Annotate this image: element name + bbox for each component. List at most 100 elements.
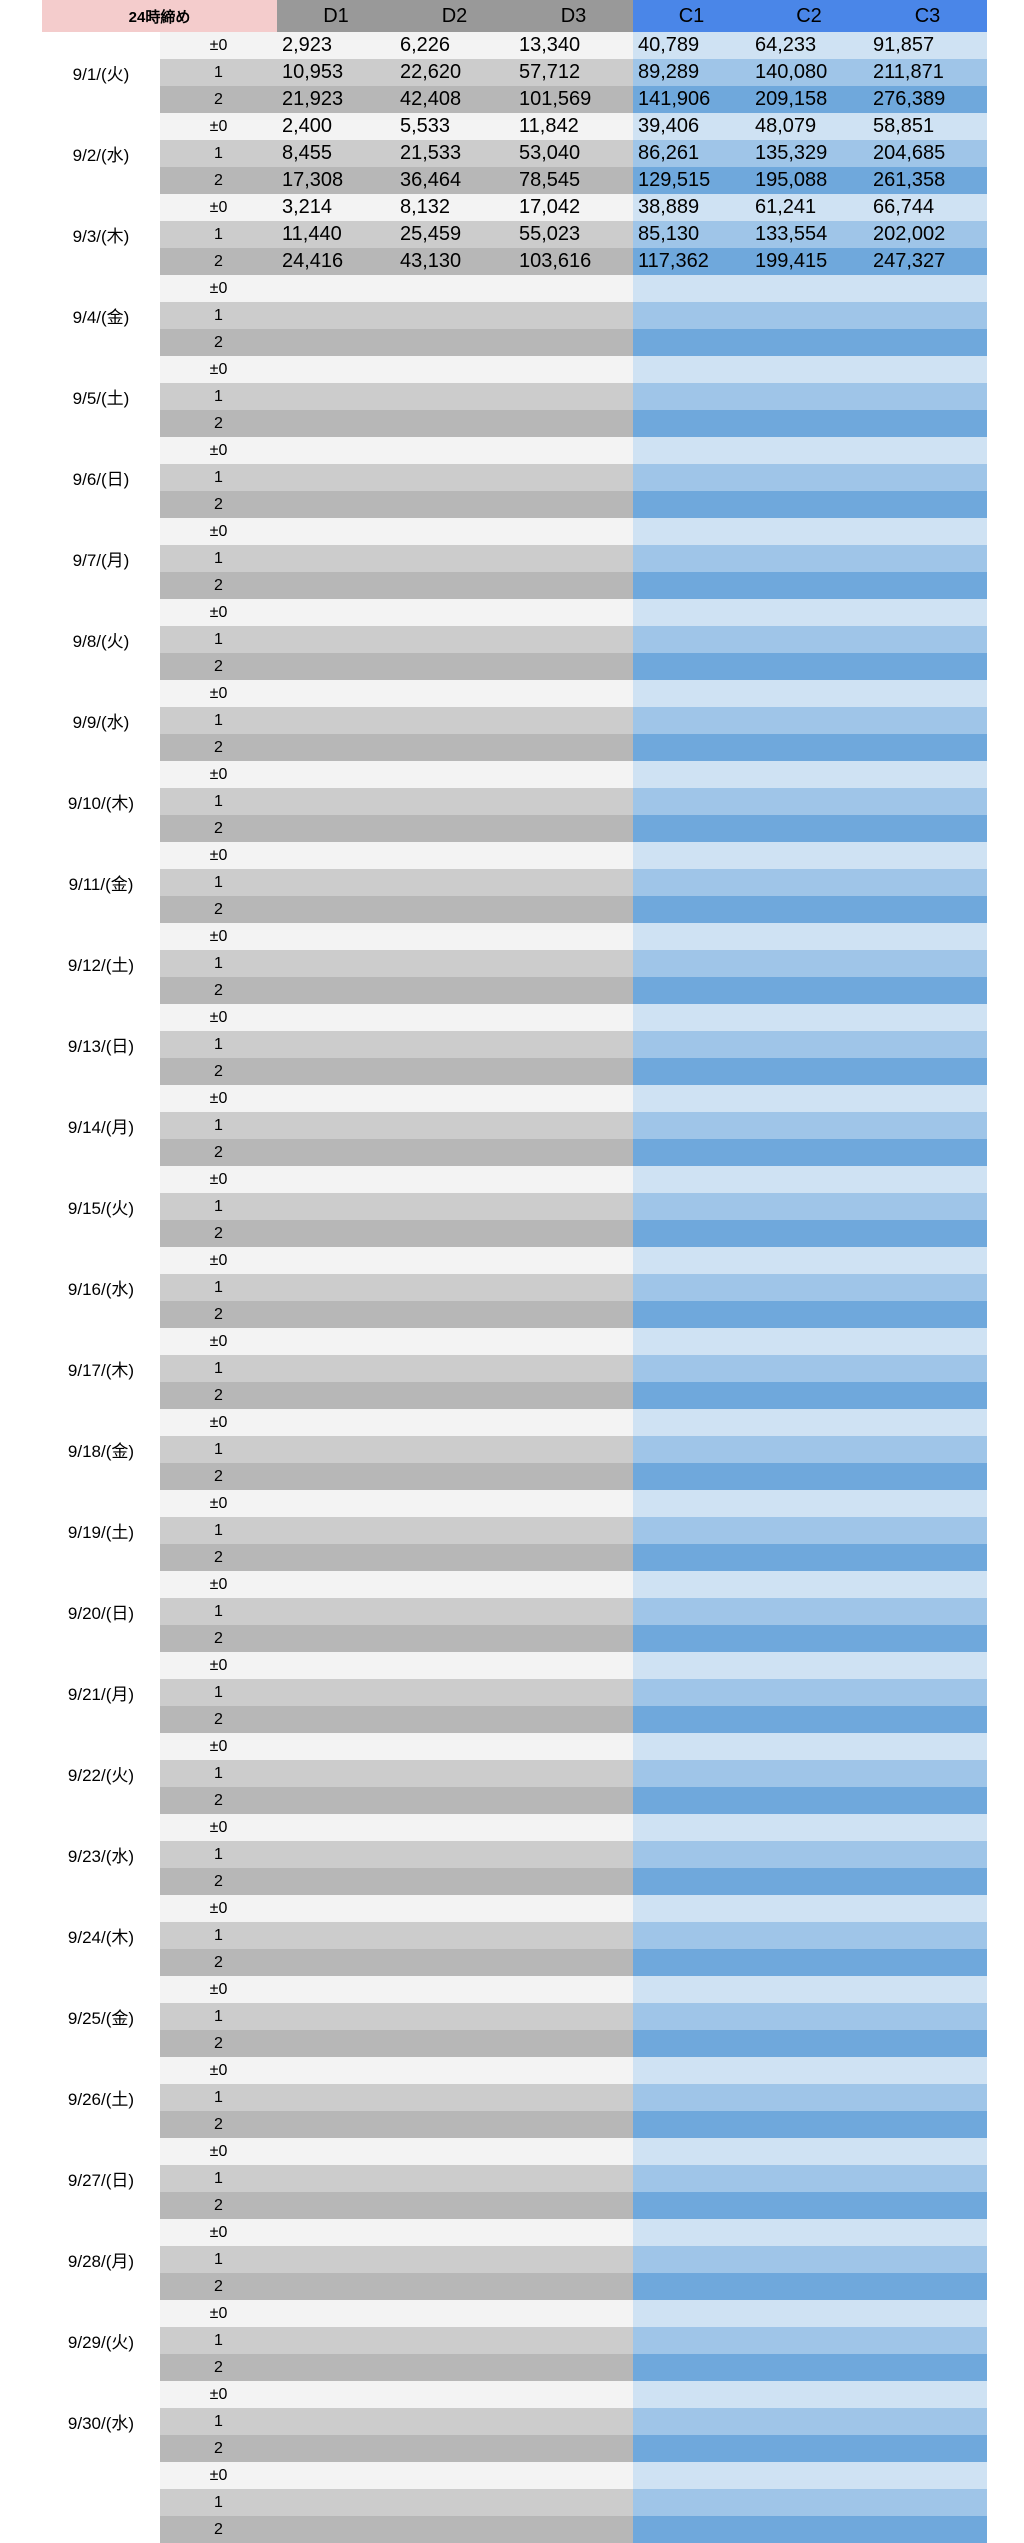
empty-cell: [750, 1328, 868, 1355]
empty-cell: [868, 356, 987, 383]
value-cell: 129,515: [633, 167, 750, 194]
empty-cell: [750, 329, 868, 356]
empty-cell: [395, 2408, 514, 2435]
empty-cell: [868, 1625, 987, 1652]
value-cell: 64,233: [750, 32, 868, 59]
sub-label: ±0: [160, 2381, 277, 2408]
empty-cell: [750, 2327, 868, 2354]
sub-label: ±0: [160, 842, 277, 869]
date-label: 9/15/(火): [67, 1199, 135, 1218]
empty-cell: [750, 788, 868, 815]
empty-cell: [633, 1463, 750, 1490]
empty-cell: [750, 896, 868, 923]
empty-cell: [514, 2246, 633, 2273]
empty-cell: [633, 491, 750, 518]
empty-cell: [750, 2381, 868, 2408]
sub-label: 1: [160, 1112, 277, 1139]
empty-cell: [750, 2219, 868, 2246]
empty-cell: [633, 923, 750, 950]
empty-cell: [868, 626, 987, 653]
empty-cell: [514, 2408, 633, 2435]
value-cell: 6,226: [395, 32, 514, 59]
empty-cell: [395, 950, 514, 977]
empty-cell: [514, 2273, 633, 2300]
empty-cell: [633, 761, 750, 788]
empty-cell: [395, 653, 514, 680]
sub-label: 2: [160, 1949, 277, 1976]
empty-cell: [633, 626, 750, 653]
empty-cell: [277, 1571, 395, 1598]
empty-cell: [868, 1733, 987, 1760]
empty-cell: [277, 1895, 395, 1922]
empty-cell: [868, 2030, 987, 2057]
empty-cell: [277, 1976, 395, 2003]
empty-cell: [277, 2300, 395, 2327]
empty-cell: [868, 1328, 987, 1355]
empty-cell: [633, 1733, 750, 1760]
empty-cell: [277, 1247, 395, 1274]
empty-cell: [395, 815, 514, 842]
empty-cell: [868, 2408, 987, 2435]
empty-cell: [277, 599, 395, 626]
empty-cell: [750, 437, 868, 464]
empty-cell: [277, 680, 395, 707]
value-cell: 141,906: [633, 86, 750, 113]
empty-cell: [868, 1382, 987, 1409]
empty-cell: [514, 491, 633, 518]
empty-cell: [514, 1571, 633, 1598]
empty-cell: [750, 1112, 868, 1139]
sub-label: 1: [160, 545, 277, 572]
empty-cell: [868, 923, 987, 950]
empty-cell: [395, 1382, 514, 1409]
empty-cell: [633, 1031, 750, 1058]
empty-cell: [633, 329, 750, 356]
empty-cell: [750, 2003, 868, 2030]
empty-cell: [868, 1085, 987, 1112]
empty-cell: [514, 1220, 633, 1247]
empty-cell: [514, 2435, 633, 2462]
header-label: 24時締め: [42, 0, 277, 32]
empty-cell: [514, 1625, 633, 1652]
sub-label: ±0: [160, 518, 277, 545]
empty-cell: [277, 1868, 395, 1895]
empty-cell: [277, 734, 395, 761]
empty-cell: [395, 2516, 514, 2543]
empty-cell: [633, 653, 750, 680]
empty-cell: [750, 1490, 868, 1517]
empty-cell: [633, 2381, 750, 2408]
sub-label: 2: [160, 1301, 277, 1328]
empty-cell: [395, 1922, 514, 1949]
empty-cell: [395, 356, 514, 383]
empty-cell: [868, 1058, 987, 1085]
value-cell: 40,789: [633, 32, 750, 59]
empty-cell: [395, 1760, 514, 1787]
empty-cell: [514, 1463, 633, 1490]
empty-cell: [514, 437, 633, 464]
empty-cell: [277, 653, 395, 680]
empty-cell: [868, 1166, 987, 1193]
empty-cell: [277, 923, 395, 950]
value-cell: 43,130: [395, 248, 514, 275]
empty-cell: [514, 2165, 633, 2192]
empty-cell: [514, 2219, 633, 2246]
sub-label: ±0: [160, 113, 277, 140]
empty-cell: [633, 1328, 750, 1355]
empty-cell: [514, 1949, 633, 1976]
column-header: D3: [514, 0, 633, 32]
empty-cell: [633, 410, 750, 437]
empty-cell: [750, 1382, 868, 1409]
empty-cell: [277, 1814, 395, 1841]
empty-cell: [750, 2462, 868, 2489]
empty-cell: [277, 1490, 395, 1517]
sub-label: 1: [160, 2165, 277, 2192]
empty-cell: [868, 1301, 987, 1328]
empty-cell: [395, 2003, 514, 2030]
empty-cell: [633, 2030, 750, 2057]
empty-cell: [395, 788, 514, 815]
date-label: 9/13/(日): [67, 1037, 135, 1056]
empty-cell: [277, 842, 395, 869]
empty-cell: [750, 1517, 868, 1544]
date-label: 9/7/(月): [72, 551, 130, 570]
value-cell: 8,455: [277, 140, 395, 167]
empty-cell: [395, 1490, 514, 1517]
